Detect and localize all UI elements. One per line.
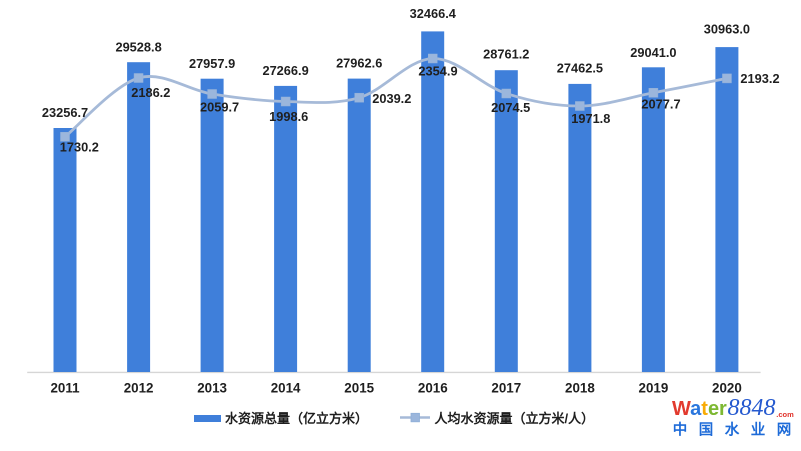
- svg-text:2039.2: 2039.2: [372, 91, 411, 106]
- svg-text:水资源总量（亿立方米）: 水资源总量（亿立方米）: [225, 411, 368, 426]
- svg-text:27462.5: 27462.5: [557, 61, 603, 76]
- svg-text:2354.9: 2354.9: [418, 64, 457, 79]
- svg-text:业: 业: [751, 422, 766, 439]
- svg-text:2011: 2011: [50, 381, 80, 396]
- svg-text:2077.7: 2077.7: [641, 97, 680, 112]
- svg-text:27962.6: 27962.6: [336, 56, 382, 71]
- svg-text:27266.9: 27266.9: [262, 63, 308, 78]
- svg-text:30963.0: 30963.0: [704, 22, 750, 37]
- svg-text:29041.0: 29041.0: [630, 45, 676, 60]
- svg-text:29528.8: 29528.8: [115, 39, 161, 54]
- svg-text:水: 水: [725, 421, 740, 439]
- svg-text:23256.7: 23256.7: [42, 105, 88, 120]
- svg-text:2016: 2016: [418, 381, 448, 396]
- svg-text:2186.2: 2186.2: [131, 85, 170, 100]
- svg-text:2015: 2015: [344, 381, 374, 396]
- svg-text:1971.8: 1971.8: [571, 111, 610, 126]
- svg-text:27957.9: 27957.9: [189, 56, 235, 71]
- svg-text:2014: 2014: [271, 381, 301, 396]
- svg-text:32466.4: 32466.4: [410, 6, 457, 21]
- svg-text:2017: 2017: [491, 381, 521, 396]
- svg-text:1730.2: 1730.2: [60, 140, 99, 155]
- svg-text:2019: 2019: [639, 381, 669, 396]
- svg-text:2193.2: 2193.2: [740, 71, 779, 86]
- svg-text:2020: 2020: [712, 381, 742, 396]
- svg-text:2012: 2012: [124, 381, 154, 396]
- svg-text:国: 国: [699, 422, 714, 439]
- svg-text:2059.7: 2059.7: [200, 100, 239, 115]
- svg-text:2013: 2013: [197, 381, 227, 396]
- svg-text:网: 网: [777, 422, 792, 439]
- svg-text:8848: 8848: [728, 395, 776, 421]
- svg-text:人均水资源量（立方米/人）: 人均水资源量（立方米/人）: [435, 411, 595, 426]
- svg-text:28761.2: 28761.2: [483, 47, 529, 62]
- svg-text:1998.6: 1998.6: [269, 109, 308, 124]
- svg-text:.com: .com: [776, 410, 794, 419]
- svg-text:2018: 2018: [565, 381, 595, 396]
- svg-text:Water: Water: [672, 398, 727, 420]
- svg-text:中: 中: [673, 421, 688, 439]
- svg-text:2074.5: 2074.5: [491, 100, 530, 115]
